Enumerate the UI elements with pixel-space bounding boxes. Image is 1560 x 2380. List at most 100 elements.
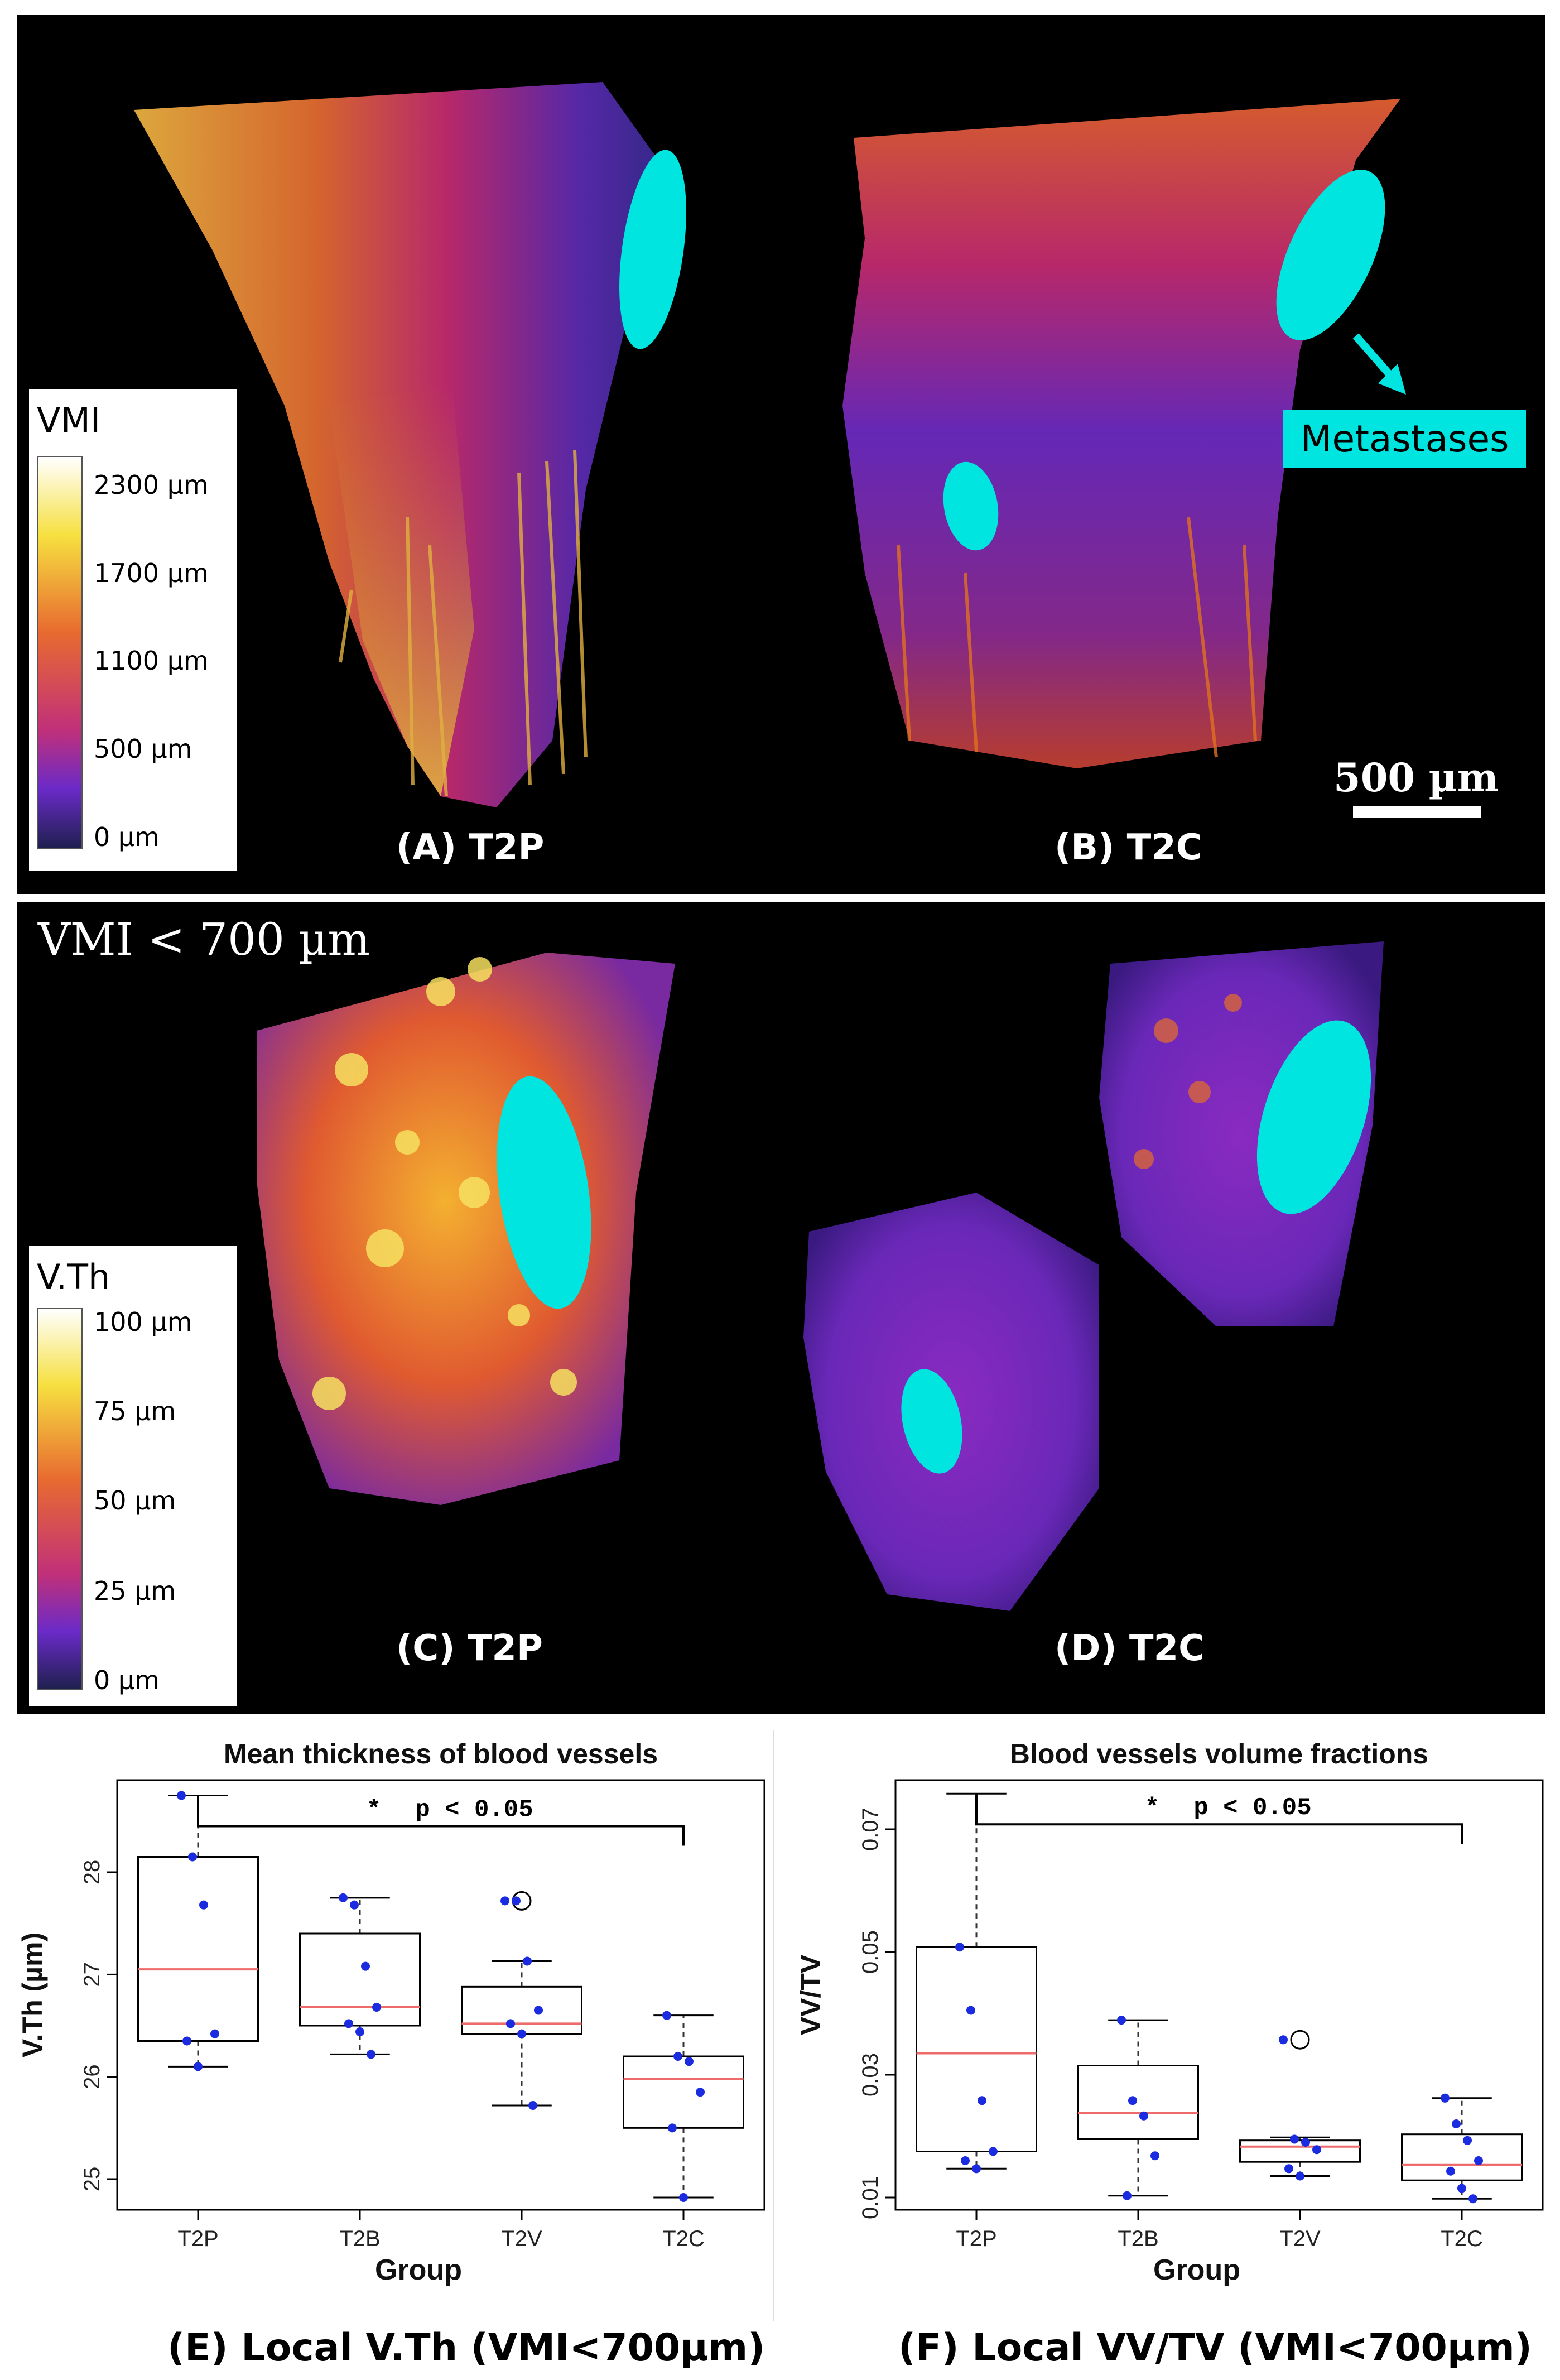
data-point bbox=[194, 2062, 203, 2071]
box bbox=[1077, 2065, 1199, 2140]
chart-title: Mean thickness of blood vessels bbox=[224, 1738, 658, 1770]
y-axis-label: VV/TV bbox=[795, 1954, 826, 2035]
legend-tick: 75 µm bbox=[94, 1396, 176, 1426]
data-point bbox=[523, 1956, 532, 1966]
vmi-threshold-label: VMI < 700 µm bbox=[38, 913, 370, 965]
data-point bbox=[199, 1900, 208, 1910]
data-point bbox=[955, 1943, 964, 1952]
panel-separator bbox=[773, 1730, 774, 2321]
panel-c-caption: (C) T2P bbox=[396, 1628, 543, 1669]
data-point bbox=[534, 2006, 543, 2015]
data-point bbox=[506, 2019, 515, 2028]
significance-star: * bbox=[1145, 1794, 1159, 1822]
x-tick-label: T2P bbox=[956, 2227, 996, 2251]
data-point bbox=[1441, 2093, 1450, 2103]
x-axis-label: Group bbox=[375, 2254, 462, 2286]
data-point bbox=[668, 2123, 677, 2133]
vth-legend: V.Th 100 µm 75 µm 50 µm 25 µm 0 µm bbox=[29, 1246, 237, 1706]
significance-label: p < 0.05 bbox=[1193, 1794, 1311, 1822]
x-tick-label: T2B bbox=[339, 2227, 380, 2251]
data-point bbox=[961, 2156, 970, 2165]
data-point bbox=[361, 1961, 370, 1971]
data-point bbox=[1290, 2134, 1299, 2144]
y-axis-label: V.Th (µm) bbox=[17, 1932, 48, 2057]
data-point bbox=[177, 1791, 186, 1800]
y-tick-label: 0.01 bbox=[858, 2176, 883, 2219]
outlier-point bbox=[1290, 2030, 1310, 2050]
box bbox=[1239, 2139, 1361, 2163]
vmi-3d-renderings bbox=[134, 82, 1406, 807]
data-point bbox=[685, 2057, 694, 2066]
data-point bbox=[372, 2003, 381, 2012]
metastases-label: Metastases bbox=[1283, 410, 1526, 468]
panel-b-caption: (B) T2C bbox=[1055, 827, 1202, 868]
x-tick-label: T2V bbox=[1279, 2227, 1321, 2251]
data-point bbox=[972, 2164, 981, 2174]
data-point bbox=[210, 2029, 219, 2038]
y-tick-label: 0.03 bbox=[858, 2053, 883, 2097]
y-tick-label: 25 bbox=[80, 2167, 104, 2192]
legend-tick: 1700 µm bbox=[94, 558, 209, 588]
box bbox=[916, 1946, 1037, 2152]
data-point bbox=[182, 2036, 191, 2046]
panel-d-caption: (D) T2C bbox=[1055, 1628, 1205, 1669]
box bbox=[1401, 2133, 1523, 2181]
data-point bbox=[1457, 2184, 1466, 2193]
vth-render-panel: VMI < 700 µm V.Th 100 µm 75 µm 50 µm 25 … bbox=[17, 902, 1545, 1714]
data-point bbox=[1463, 2136, 1472, 2145]
significance-label: p < 0.05 bbox=[415, 1796, 533, 1824]
data-point bbox=[1446, 2166, 1455, 2176]
significance-star: * bbox=[367, 1796, 381, 1824]
vth-3d-renderings bbox=[257, 941, 1384, 1611]
data-point bbox=[662, 2011, 671, 2020]
legend-tick: 1100 µm bbox=[94, 646, 209, 676]
box bbox=[299, 1932, 421, 2027]
data-point bbox=[344, 2019, 353, 2028]
data-point bbox=[350, 1900, 359, 1910]
vmi-render-panel: VMI 2300 µm 1700 µm 1100 µm 500 µm 0 µm … bbox=[17, 15, 1545, 894]
x-tick-label: T2C bbox=[662, 2227, 705, 2251]
x-tick-label: T2B bbox=[1118, 2227, 1158, 2251]
y-tick-label: 0.05 bbox=[858, 1930, 883, 1974]
data-point bbox=[1139, 2111, 1148, 2121]
plot-frame bbox=[894, 1779, 1544, 2211]
data-point bbox=[500, 1896, 509, 1906]
data-point bbox=[355, 2027, 364, 2036]
legend-tick: 100 µm bbox=[94, 1307, 192, 1337]
data-point bbox=[696, 2088, 705, 2097]
box bbox=[623, 2055, 744, 2129]
legend-tick: 0 µm bbox=[94, 822, 160, 852]
chart-e-vth-boxplot: Mean thickness of blood vessels 25 26 27 28 V… bbox=[17, 1738, 765, 2286]
data-point bbox=[1312, 2145, 1321, 2155]
plot-frame bbox=[116, 1779, 765, 2211]
data-point bbox=[1301, 2138, 1310, 2147]
legend-tick: 500 µm bbox=[94, 734, 192, 764]
data-point bbox=[1296, 2171, 1304, 2181]
box bbox=[137, 1856, 259, 2042]
data-point bbox=[978, 2096, 986, 2105]
caption-e: (E) Local V.Th (VMI<700µm) bbox=[167, 2326, 765, 2370]
vmi-colorbar bbox=[37, 456, 83, 849]
panel-a-caption: (A) T2P bbox=[396, 827, 545, 868]
x-tick-label: T2C bbox=[1441, 2227, 1483, 2251]
data-point bbox=[1128, 2096, 1137, 2105]
x-tick-label: T2V bbox=[501, 2227, 542, 2251]
chart-f-vvtv-boxplot: Blood vessels volume fractions 0.01 0.03 0.… bbox=[795, 1738, 1544, 2286]
x-tick-label: T2P bbox=[177, 2227, 218, 2251]
legend-tick: 25 µm bbox=[94, 1576, 176, 1606]
legend-title: V.Th bbox=[37, 1257, 110, 1297]
data-point bbox=[512, 1896, 521, 1906]
data-point bbox=[1468, 2194, 1477, 2204]
y-tick-label: 26 bbox=[80, 2064, 104, 2089]
legend-tick: 0 µm bbox=[94, 1665, 160, 1695]
data-point bbox=[367, 2050, 375, 2059]
vth-colorbar bbox=[37, 1308, 83, 1690]
data-point bbox=[1452, 2119, 1461, 2128]
data-point bbox=[1279, 2035, 1288, 2045]
data-point bbox=[1150, 2151, 1159, 2161]
legend-tick: 50 µm bbox=[94, 1485, 176, 1516]
box bbox=[461, 1985, 582, 2035]
data-point bbox=[1117, 2016, 1126, 2025]
significance-bracket bbox=[975, 1794, 1463, 1844]
data-point bbox=[679, 2193, 688, 2202]
